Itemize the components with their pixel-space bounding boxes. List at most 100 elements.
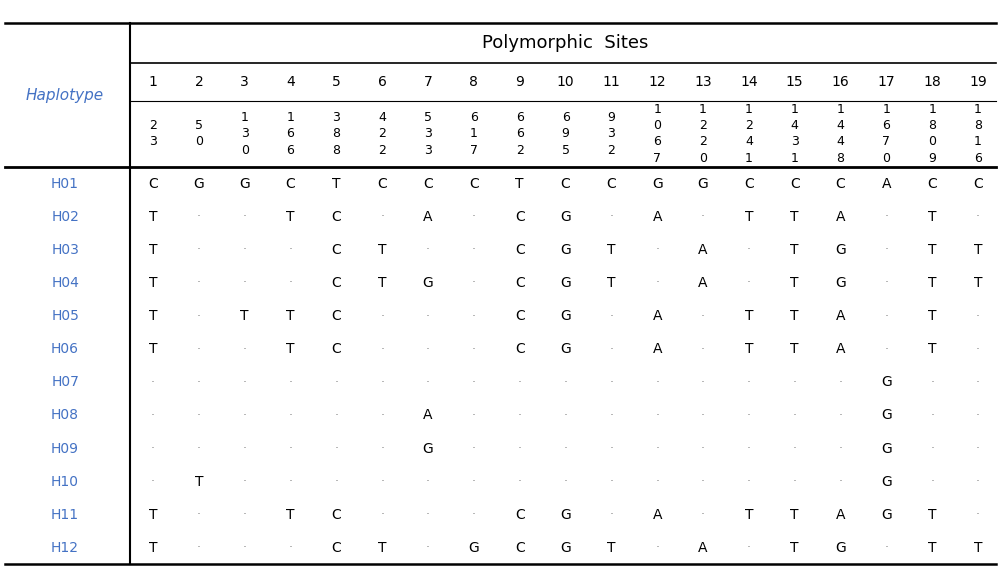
Text: ·: · <box>288 442 292 455</box>
Text: ·: · <box>197 309 201 323</box>
Text: 1: 1 <box>699 103 707 116</box>
Text: ·: · <box>471 409 475 422</box>
Text: 4: 4 <box>378 111 386 124</box>
Text: ·: · <box>288 409 292 422</box>
Text: Haplotype: Haplotype <box>26 88 104 103</box>
Text: T: T <box>378 243 386 257</box>
Text: 15: 15 <box>786 75 804 89</box>
Text: 1: 1 <box>745 151 753 165</box>
Text: 6: 6 <box>974 151 982 165</box>
Text: C: C <box>423 177 433 191</box>
Text: ·: · <box>656 243 660 256</box>
Text: H09: H09 <box>51 442 79 456</box>
Text: G: G <box>835 243 846 257</box>
Text: A: A <box>653 309 662 323</box>
Text: ·: · <box>426 475 430 488</box>
Text: A: A <box>699 243 708 257</box>
Text: 6: 6 <box>562 111 570 124</box>
Text: H12: H12 <box>51 541 79 555</box>
Text: C: C <box>790 177 800 191</box>
Text: ·: · <box>656 442 660 455</box>
Text: ·: · <box>701 508 705 521</box>
Text: ·: · <box>426 309 430 323</box>
Text: T: T <box>149 276 157 290</box>
Text: C: C <box>561 177 571 191</box>
Text: C: C <box>515 276 525 290</box>
Text: 5: 5 <box>562 143 570 157</box>
Text: C: C <box>331 342 341 356</box>
Text: 18: 18 <box>923 75 941 89</box>
Text: ·: · <box>564 475 568 488</box>
Text: 0: 0 <box>883 151 891 165</box>
Text: ·: · <box>976 409 980 422</box>
Text: C: C <box>515 541 525 555</box>
Text: 2: 2 <box>608 143 616 157</box>
Text: 12: 12 <box>649 75 666 89</box>
Text: ·: · <box>242 541 246 555</box>
Text: G: G <box>881 442 892 456</box>
Text: 5: 5 <box>332 75 340 89</box>
Text: ·: · <box>334 475 338 488</box>
Text: ·: · <box>610 376 614 389</box>
Text: G: G <box>561 342 571 356</box>
Text: 1: 1 <box>469 127 477 141</box>
Text: ·: · <box>151 475 155 488</box>
Text: G: G <box>561 243 571 257</box>
Text: 3: 3 <box>149 135 157 149</box>
Text: T: T <box>149 508 157 522</box>
Text: C: C <box>836 177 846 191</box>
Text: 1: 1 <box>837 103 845 116</box>
Text: 8: 8 <box>332 143 340 157</box>
Text: ·: · <box>151 409 155 422</box>
Text: ·: · <box>564 376 568 389</box>
Text: 3: 3 <box>240 75 249 89</box>
Text: 6: 6 <box>377 75 386 89</box>
Text: T: T <box>791 243 799 257</box>
Text: ·: · <box>242 276 246 290</box>
Text: A: A <box>423 210 432 223</box>
Text: T: T <box>928 309 937 323</box>
Text: T: T <box>149 243 157 257</box>
Text: ·: · <box>518 376 522 389</box>
Text: C: C <box>331 508 341 522</box>
Text: C: C <box>515 342 525 356</box>
Text: G: G <box>652 177 663 191</box>
Text: G: G <box>422 276 433 290</box>
Text: 4: 4 <box>286 75 295 89</box>
Text: H01: H01 <box>51 177 79 191</box>
Text: ·: · <box>471 243 475 256</box>
Text: 14: 14 <box>740 75 758 89</box>
Text: ·: · <box>976 475 980 488</box>
Text: 0: 0 <box>240 143 248 157</box>
Text: ·: · <box>610 343 614 356</box>
Text: ·: · <box>197 376 201 389</box>
Text: C: C <box>607 177 617 191</box>
Text: ·: · <box>151 442 155 455</box>
Text: 1: 1 <box>883 103 890 116</box>
Text: 7: 7 <box>469 143 477 157</box>
Text: ·: · <box>885 343 889 356</box>
Text: ·: · <box>930 475 934 488</box>
Text: ·: · <box>471 309 475 323</box>
Text: 1: 1 <box>286 111 294 124</box>
Text: ·: · <box>426 376 430 389</box>
Text: 8: 8 <box>837 151 845 165</box>
Text: 2: 2 <box>745 119 753 132</box>
Text: ·: · <box>426 243 430 256</box>
Text: ·: · <box>610 210 614 223</box>
Text: G: G <box>239 177 250 191</box>
Text: A: A <box>882 177 891 191</box>
Text: ·: · <box>288 276 292 290</box>
Text: ·: · <box>839 376 843 389</box>
Text: ·: · <box>701 376 705 389</box>
Text: H02: H02 <box>51 210 79 223</box>
Text: T: T <box>974 243 982 257</box>
Text: ·: · <box>610 475 614 488</box>
Text: G: G <box>881 376 892 389</box>
Text: ·: · <box>197 541 201 555</box>
Text: 4: 4 <box>837 135 845 149</box>
Text: 7: 7 <box>654 151 662 165</box>
Text: ·: · <box>701 309 705 323</box>
Text: G: G <box>561 541 571 555</box>
Text: ·: · <box>656 376 660 389</box>
